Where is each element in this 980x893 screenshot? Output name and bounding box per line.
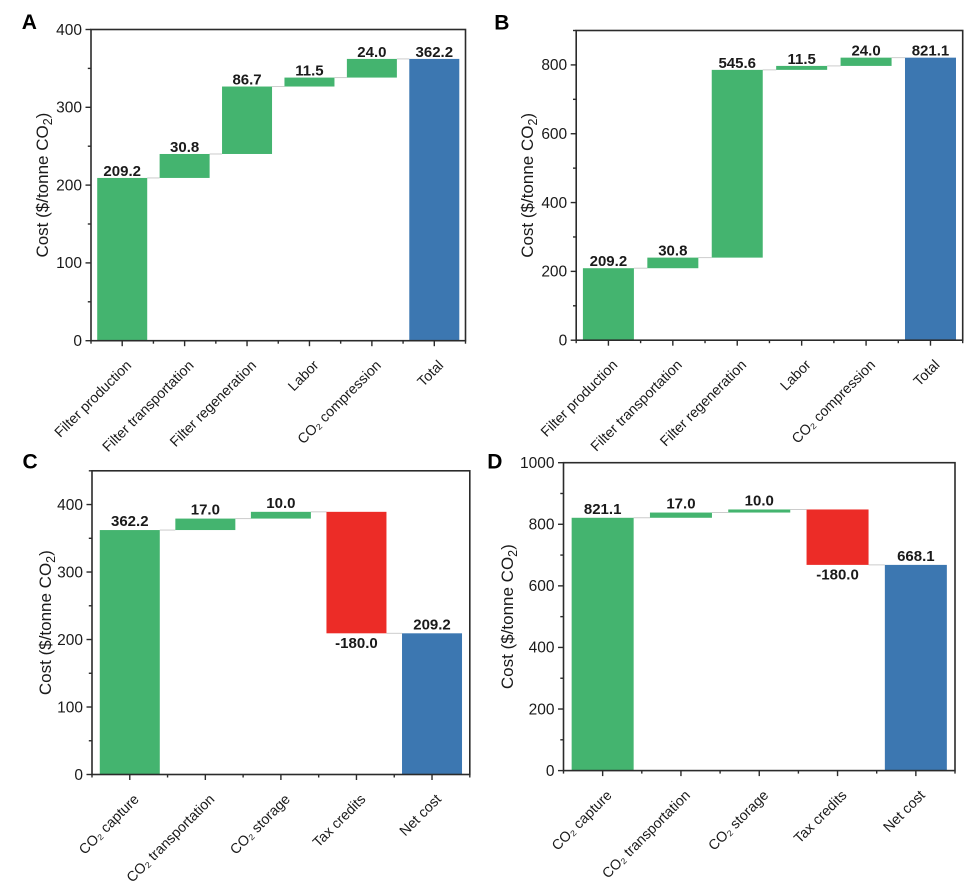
svg-text:11.5: 11.5 — [295, 63, 323, 80]
svg-text:400: 400 — [57, 497, 83, 514]
svg-text:30.8: 30.8 — [170, 139, 199, 156]
svg-text:86.7: 86.7 — [232, 72, 261, 89]
svg-text:B: B — [494, 12, 509, 35]
svg-text:600: 600 — [529, 578, 555, 595]
svg-text:362.2: 362.2 — [416, 44, 454, 61]
svg-text:Cost ($/tonne CO2): Cost ($/tonne CO2) — [518, 113, 540, 258]
svg-text:200: 200 — [529, 701, 555, 718]
svg-text:209.2: 209.2 — [103, 163, 141, 180]
svg-text:300: 300 — [57, 564, 83, 581]
svg-text:24.0: 24.0 — [357, 44, 386, 61]
svg-text:821.1: 821.1 — [584, 501, 622, 518]
svg-text:D: D — [487, 451, 502, 474]
svg-text:209.2: 209.2 — [413, 616, 451, 633]
svg-text:Cost ($/tonne CO2): Cost ($/tonne CO2) — [33, 113, 55, 258]
svg-text:300: 300 — [56, 100, 82, 117]
svg-text:209.2: 209.2 — [590, 253, 628, 270]
svg-text:400: 400 — [56, 22, 82, 39]
svg-text:A: A — [22, 11, 37, 34]
svg-text:0: 0 — [559, 333, 568, 350]
svg-text:11.5: 11.5 — [787, 51, 815, 68]
svg-text:17.0: 17.0 — [191, 502, 220, 519]
svg-text:200: 200 — [56, 177, 82, 194]
svg-text:545.6: 545.6 — [718, 55, 756, 72]
svg-text:200: 200 — [541, 264, 567, 281]
svg-text:10.0: 10.0 — [266, 495, 295, 512]
svg-text:-180.0: -180.0 — [335, 635, 378, 652]
svg-text:1000: 1000 — [520, 455, 555, 472]
svg-text:668.1: 668.1 — [897, 548, 935, 565]
svg-text:C: C — [23, 451, 38, 474]
svg-text:821.1: 821.1 — [912, 43, 950, 60]
svg-text:400: 400 — [529, 640, 555, 657]
svg-text:100: 100 — [57, 699, 83, 716]
svg-text:100: 100 — [56, 255, 82, 272]
svg-text:17.0: 17.0 — [666, 496, 695, 513]
svg-text:0: 0 — [546, 763, 555, 780]
svg-text:800: 800 — [541, 57, 567, 74]
svg-text:200: 200 — [57, 632, 83, 649]
svg-text:30.8: 30.8 — [658, 243, 687, 260]
svg-text:0: 0 — [73, 333, 82, 350]
svg-text:362.2: 362.2 — [111, 513, 149, 530]
svg-text:0: 0 — [74, 767, 83, 784]
svg-text:-180.0: -180.0 — [816, 566, 859, 583]
svg-text:800: 800 — [529, 517, 555, 534]
svg-text:24.0: 24.0 — [851, 43, 880, 60]
svg-text:Cost ($/tonne CO2): Cost ($/tonne CO2) — [36, 550, 58, 695]
svg-text:10.0: 10.0 — [745, 492, 774, 509]
svg-text:Cost ($/tonne CO2): Cost ($/tonne CO2) — [498, 544, 520, 689]
svg-text:400: 400 — [541, 195, 567, 212]
svg-text:600: 600 — [541, 126, 567, 143]
